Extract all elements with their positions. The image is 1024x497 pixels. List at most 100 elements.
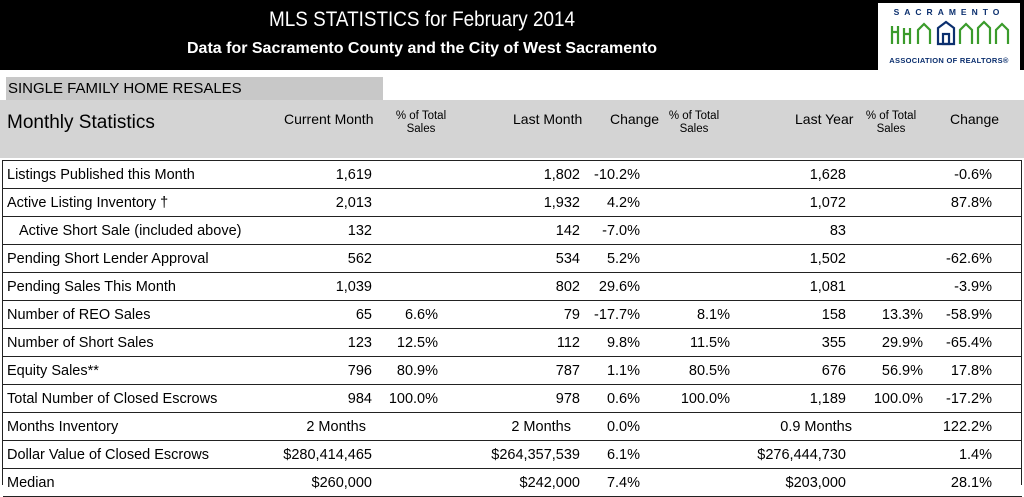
last-year-value: 1,502 — [738, 244, 858, 273]
current-month-value: 2,013 — [280, 188, 380, 217]
table-row: Active Listing Inventory † 2,013 1,932 4.2%… — [3, 188, 1022, 217]
col-pct-total-last-line2: Sales — [679, 123, 709, 135]
last-month-pct: 100.0% — [658, 384, 738, 413]
last-month-pct — [658, 440, 738, 469]
page-title: MLS STATISTICS for February 2014 — [269, 8, 575, 31]
monthly-statistics-heading: Monthly Statistics — [7, 112, 155, 133]
last-year-pct — [858, 272, 933, 301]
last-year-value: 355 — [738, 328, 858, 357]
current-month-pct — [380, 272, 448, 301]
last-month-value: 978 — [448, 384, 583, 413]
change-month-value: 5.2% — [583, 244, 658, 273]
last-month-pct: 8.1% — [658, 300, 738, 329]
change-month-value: 0.0% — [583, 412, 658, 441]
current-month-pct — [380, 160, 448, 189]
last-month-value: $264,357,539 — [448, 440, 583, 469]
current-month-pct — [380, 440, 448, 469]
last-month-value: 2 Months — [448, 412, 583, 441]
current-month-value: 562 — [280, 244, 380, 273]
col-pct-total-year: % of Total Sales — [856, 110, 926, 136]
current-month-value: 796 — [280, 356, 380, 385]
current-month-value: 132 — [280, 216, 380, 245]
col-pct-total-last: % of Total Sales — [659, 110, 729, 136]
table-row: Number of REO Sales 65 6.6% 79 -17.7% 8.1% 158… — [3, 300, 1022, 329]
change-month-value: -17.7% — [583, 300, 658, 329]
last-year-value: $203,000 — [738, 468, 858, 497]
row-label: Median — [3, 468, 280, 497]
logo-tagline: ASSOCIATION OF REALTORS® — [889, 56, 1009, 65]
change-year-value: -0.6% — [933, 160, 1022, 189]
table-row: Total Number of Closed Escrows 984 100.0% 9… — [3, 384, 1022, 413]
col-pct-total-current-line1: % of Total — [395, 110, 447, 122]
current-month-value: $260,000 — [280, 468, 380, 497]
change-year-value: -65.4% — [933, 328, 1022, 357]
last-year-pct — [858, 160, 933, 189]
current-month-value: 984 — [280, 384, 380, 413]
last-year-pct: 29.9% — [858, 328, 933, 357]
change-month-value: -7.0% — [583, 216, 658, 245]
change-year-value: 1.4% — [933, 440, 1022, 469]
last-year-value: 1,072 — [738, 188, 858, 217]
change-month-value: 29.6% — [583, 272, 658, 301]
last-month-pct: 11.5% — [658, 328, 738, 357]
last-month-pct — [658, 216, 738, 245]
col-last-year: Last Year — [795, 111, 854, 127]
table-left-border — [2, 160, 3, 485]
last-year-value: $276,444,730 — [738, 440, 858, 469]
current-month-pct — [380, 468, 448, 497]
table-row: Dollar Value of Closed Escrows $280,414,4… — [3, 440, 1022, 469]
row-label: Number of REO Sales — [3, 300, 280, 329]
last-year-pct — [858, 188, 933, 217]
table-row: Number of Short Sales 123 12.5% 112 9.8% 11.5… — [3, 328, 1022, 357]
last-year-value: 83 — [738, 216, 858, 245]
last-month-pct — [658, 468, 738, 497]
col-current-month: Current Month — [284, 111, 374, 127]
col-change-month: Change — [610, 111, 660, 127]
row-label: Active Short Sale (included above) — [3, 216, 280, 245]
col-pct-total-year-line1: % of Total — [865, 110, 917, 122]
table-row: Months Inventory 2 Months 2 Months 0.0% 0.9 … — [3, 412, 1022, 441]
last-month-pct — [658, 188, 738, 217]
current-month-value: 1,619 — [280, 160, 380, 189]
last-year-pct — [858, 412, 933, 441]
row-label: Months Inventory — [3, 412, 280, 441]
row-label: Dollar Value of Closed Escrows — [3, 440, 280, 469]
last-year-pct: 100.0% — [858, 384, 933, 413]
col-pct-total-year-line2: Sales — [876, 123, 906, 135]
current-month-pct — [380, 244, 448, 273]
last-month-pct — [658, 412, 738, 441]
table-row: Pending Short Lender Approval 562 534 5.2% 1… — [3, 244, 1022, 273]
last-month-pct — [658, 272, 738, 301]
row-label: Number of Short Sales — [3, 328, 280, 357]
current-month-pct: 80.9% — [380, 356, 448, 385]
row-label: Pending Sales This Month — [3, 272, 280, 301]
change-month-value: 7.4% — [583, 468, 658, 497]
column-header-row: Monthly Statistics Current Month % of To… — [0, 100, 1024, 158]
row-label: Active Listing Inventory † — [3, 188, 280, 217]
change-year-value: 28.1% — [933, 468, 1022, 497]
last-year-pct — [858, 440, 933, 469]
last-month-value: 1,802 — [448, 160, 583, 189]
last-year-value: 676 — [738, 356, 858, 385]
row-label: Total Number of Closed Escrows — [3, 384, 280, 413]
current-month-pct — [380, 412, 448, 441]
change-year-value: -3.9% — [933, 272, 1022, 301]
current-month-value: 65 — [280, 300, 380, 329]
last-month-pct — [658, 244, 738, 273]
change-month-value: 4.2% — [583, 188, 658, 217]
table-row: Pending Sales This Month 1,039 802 29.6% 1,0… — [3, 272, 1022, 301]
header-banner: MLS STATISTICS for February 2014 Data fo… — [0, 0, 1024, 70]
change-year-value: 17.8% — [933, 356, 1022, 385]
row-label: Equity Sales** — [3, 356, 280, 385]
col-change-year: Change — [950, 111, 1000, 127]
last-year-value: 1,189 — [738, 384, 858, 413]
last-year-value: 1,628 — [738, 160, 858, 189]
row-label: Listings Published this Month — [3, 160, 280, 189]
logo-name: SACRAMENTO — [893, 7, 1005, 17]
last-year-pct — [858, 216, 933, 245]
statistics-table: Listings Published this Month 1,619 1,802-… — [3, 160, 1022, 497]
page-subtitle: Data for Sacramento County and the City … — [186, 40, 657, 57]
change-year-value: -17.2% — [933, 384, 1022, 413]
last-month-value: $242,000 — [448, 468, 583, 497]
col-pct-total-current: % of Total Sales — [386, 110, 456, 136]
